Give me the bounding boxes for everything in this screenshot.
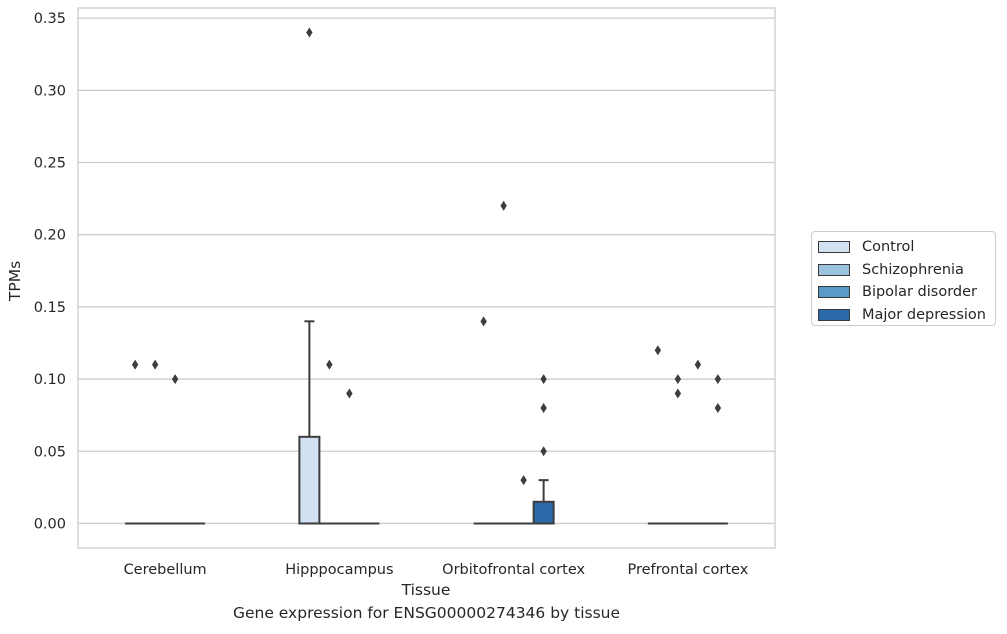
outlier-point: [480, 316, 487, 327]
plot-frame: [77, 7, 776, 549]
box-series: [125, 27, 728, 525]
box-control: [647, 345, 668, 525]
box-bipolar-disorder: [339, 388, 360, 525]
outlier-point: [500, 200, 507, 211]
box-schizophrenia: [145, 359, 166, 525]
y-tick-label: 0.30: [34, 83, 66, 99]
legend-swatch: [818, 263, 850, 276]
x-tick-label: Hipppocampus: [285, 562, 393, 578]
y-tick-label: 0.10: [34, 372, 66, 388]
box-major-depression: [707, 374, 728, 525]
box-bipolar-disorder: [687, 359, 708, 525]
outlier-point: [540, 446, 547, 457]
y-tick-label: 0.00: [34, 516, 66, 532]
outlier-point: [674, 374, 682, 385]
y-tick-labels: 0.00 0.05 0.10 0.15 0.20 0.25 0.30 0.35: [34, 11, 66, 532]
outlier-point: [540, 402, 547, 413]
box: [532, 500, 555, 525]
legend-swatch: [818, 286, 850, 299]
legend-label: Major depression: [862, 306, 986, 323]
outlier-point: [714, 402, 722, 413]
box: [298, 435, 321, 525]
outlier-point: [694, 359, 702, 370]
box-major-depression: [532, 374, 555, 525]
outlier-point: [714, 374, 722, 385]
legend-swatch: [818, 308, 850, 321]
legend-label: Bipolar disorder: [862, 284, 977, 301]
outlier-point: [540, 374, 547, 385]
box-schizophrenia: [667, 374, 688, 525]
figure-caption: Gene expression for ENSG00000274346 by t…: [232, 604, 621, 622]
legend-item: Major depression: [818, 304, 989, 327]
legend-label: Schizophrenia: [862, 261, 964, 278]
y-axis-label: TPMs: [6, 261, 24, 302]
y-tick-label: 0.15: [34, 300, 66, 316]
y-tick-label: 0.25: [34, 155, 66, 171]
grid-lines: [78, 17, 775, 525]
outlier-point: [151, 359, 159, 370]
box-schizophrenia: [319, 359, 340, 525]
outlier-point: [674, 388, 682, 399]
outlier-point: [520, 475, 527, 486]
outlier-point: [171, 374, 179, 385]
legend-item: Control: [818, 236, 989, 259]
outlier-point: [306, 27, 313, 38]
box-bipolar-disorder: [165, 374, 186, 525]
legend-item: Bipolar disorder: [818, 281, 989, 304]
y-tick-label: 0.20: [34, 228, 66, 244]
legend-item: Schizophrenia: [818, 259, 989, 282]
x-tick-label: Cerebellum: [124, 562, 207, 578]
legend: Control Schizophrenia Bipolar disorder Majo…: [811, 231, 996, 326]
box-bipolar-disorder: [513, 475, 534, 525]
legend-label: Control: [862, 239, 915, 256]
y-tick-label: 0.35: [34, 11, 66, 27]
outlier-point: [654, 345, 662, 356]
outlier-point: [326, 359, 333, 370]
outlier-point: [131, 359, 139, 370]
y-tick-label: 0.05: [34, 444, 66, 460]
outlier-point: [346, 388, 353, 399]
x-tick-labels: Cerebellum Hipppocampus Orbitofrontal cort…: [124, 562, 749, 578]
x-tick-label: Prefrontal cortex: [627, 562, 748, 578]
box-schizophrenia: [493, 200, 514, 525]
legend-swatch: [818, 241, 850, 254]
box-control: [125, 359, 146, 525]
x-tick-label: Orbitofrontal cortex: [442, 562, 585, 578]
box-control: [473, 316, 494, 525]
x-axis-label: Tissue: [401, 581, 451, 599]
box-control: [298, 27, 321, 525]
